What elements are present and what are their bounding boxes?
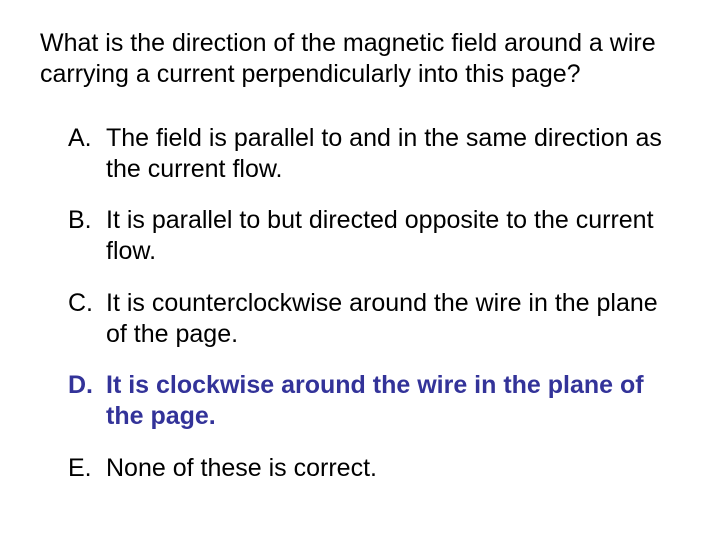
options-list: A. The field is parallel to and in the s…: [40, 123, 680, 484]
option-d: D. It is clockwise around the wire in th…: [68, 370, 680, 433]
question-text: What is the direction of the magnetic fi…: [40, 28, 680, 91]
option-text: None of these is correct.: [106, 453, 680, 484]
option-text: It is counterclockwise around the wire i…: [106, 288, 680, 351]
option-letter: C.: [68, 288, 106, 351]
option-e: E. None of these is correct.: [68, 453, 680, 484]
option-letter: A.: [68, 123, 106, 186]
option-letter: D.: [68, 370, 106, 433]
option-letter: B.: [68, 205, 106, 268]
option-b: B. It is parallel to but directed opposi…: [68, 205, 680, 268]
option-letter: E.: [68, 453, 106, 484]
option-text: It is clockwise around the wire in the p…: [106, 370, 680, 433]
option-c: C. It is counterclockwise around the wir…: [68, 288, 680, 351]
option-a: A. The field is parallel to and in the s…: [68, 123, 680, 186]
option-text: It is parallel to but directed opposite …: [106, 205, 680, 268]
option-text: The field is parallel to and in the same…: [106, 123, 680, 186]
